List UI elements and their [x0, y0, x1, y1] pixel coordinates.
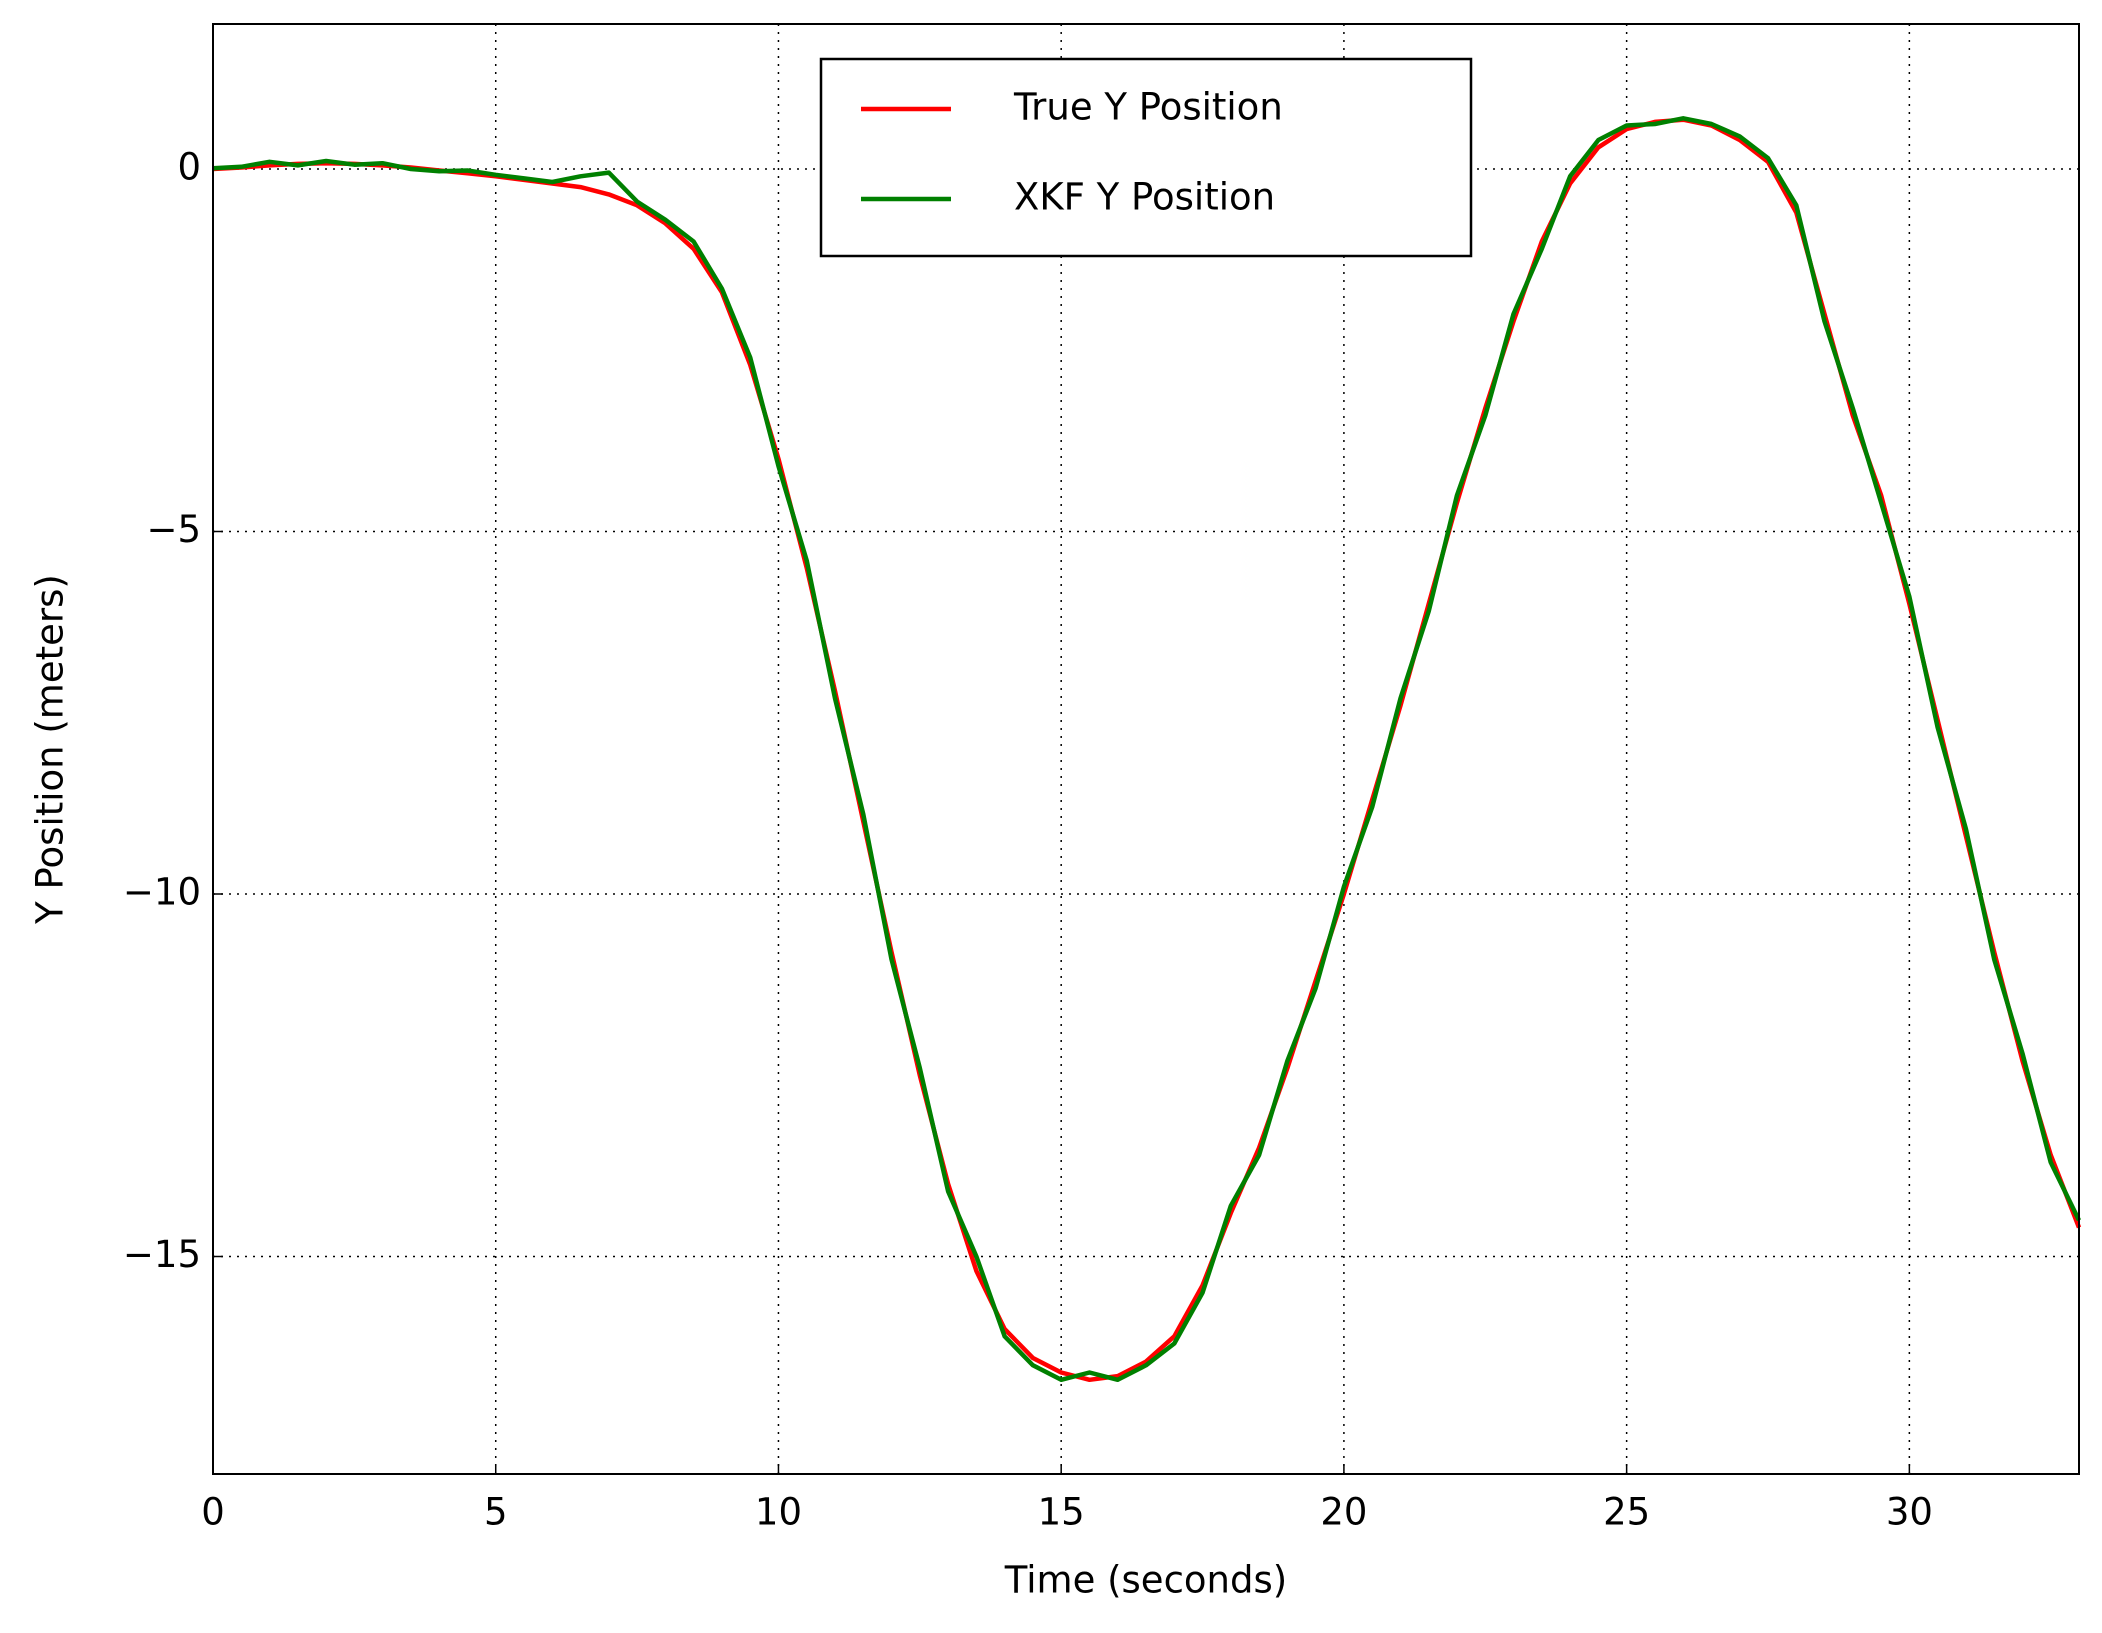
- series-line: [212, 117, 2082, 1383]
- legend-box: [819, 57, 1473, 258]
- x-tick-label: 25: [1603, 1491, 1650, 1534]
- y-axis-label: Y Position (meters): [29, 574, 72, 925]
- y-tick-label: −5: [146, 508, 201, 551]
- y-tick-label: −10: [123, 871, 201, 914]
- y-tick-label: −15: [123, 1233, 201, 1276]
- x-axis-label: Time (seconds): [1004, 1559, 1287, 1602]
- x-tick-label: 10: [755, 1491, 802, 1534]
- y-tick-label: 0: [177, 146, 201, 189]
- series-line: [212, 116, 2082, 1383]
- x-tick-label: 15: [1038, 1491, 1085, 1534]
- x-tick-label: 20: [1320, 1491, 1367, 1534]
- x-tick-label: 30: [1886, 1491, 1933, 1534]
- x-tick-label: 5: [484, 1491, 508, 1534]
- plot-frame: [212, 23, 2080, 1475]
- legend-label: True Y Position: [1013, 86, 1283, 129]
- x-tick-label: 0: [201, 1491, 225, 1534]
- legend-label: XKF Y Position: [1014, 176, 1275, 219]
